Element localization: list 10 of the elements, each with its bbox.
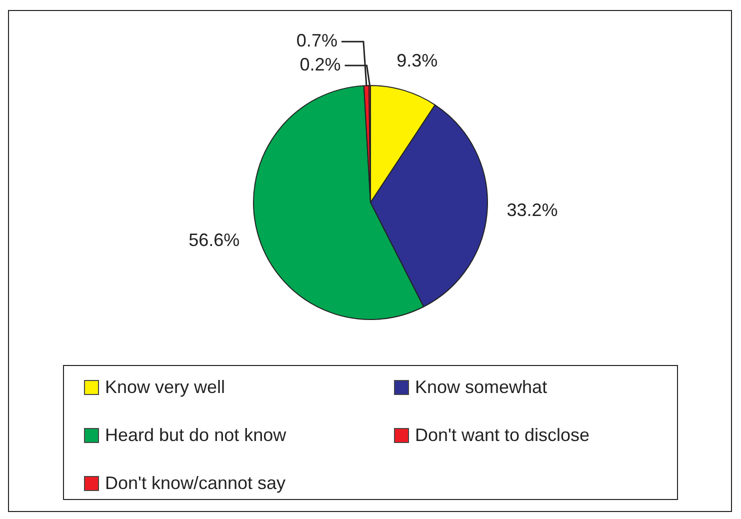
legend-label: Don't want to disclose [415, 424, 590, 446]
legend-label: Don't know/cannot say [105, 473, 286, 494]
legend-label: Know somewhat [415, 376, 548, 398]
data-label: 0.2% [300, 54, 341, 74]
legend-label: Know very well [105, 376, 226, 398]
data-label: 0.7% [296, 30, 338, 51]
data-label: 9.3% [396, 50, 438, 71]
legend-label: Heard but do not know [105, 424, 286, 446]
data-label: 56.6% [188, 230, 240, 250]
data-label: 33.2% [506, 200, 558, 220]
